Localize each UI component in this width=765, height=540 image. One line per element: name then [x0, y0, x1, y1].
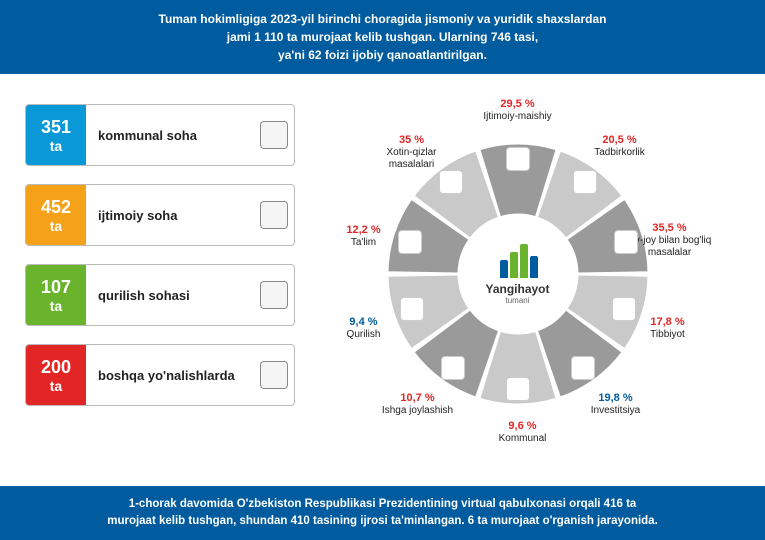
segment-icon — [506, 377, 530, 401]
category-count: 351 ta — [26, 105, 86, 165]
header-line2: jami 1 110 ta murojaat kelib tushgan. Ul… — [30, 28, 735, 46]
category-box: 351 ta kommunal soha — [25, 104, 295, 166]
segment-icon — [614, 230, 638, 254]
donut-area: Yangihayot tumani 29,5 %Ijtimoiy-maishiy… — [295, 104, 740, 444]
segment-icon — [398, 230, 422, 254]
category-box: 107 ta qurilish sohasi — [25, 264, 295, 326]
category-box: 200 ta boshqa yo'nalishlarda — [25, 344, 295, 406]
category-number: 107 — [41, 277, 71, 298]
category-count: 200 ta — [26, 345, 86, 405]
category-suffix: ta — [50, 138, 62, 154]
segment-icon — [441, 356, 465, 380]
logo-icon — [498, 244, 538, 278]
header-line1: Tuman hokimligiga 2023-yil birinchi chor… — [30, 10, 735, 28]
category-label: qurilish sohasi — [86, 265, 254, 325]
segment-icon — [612, 297, 636, 321]
segment-icon — [439, 170, 463, 194]
category-label: ijtimoiy soha — [86, 185, 254, 245]
donut-center: Yangihayot tumani — [458, 214, 578, 334]
category-icon — [254, 265, 294, 325]
category-label: kommunal soha — [86, 105, 254, 165]
category-icon — [254, 345, 294, 405]
category-label: boshqa yo'nalishlarda — [86, 345, 254, 405]
category-icon — [254, 185, 294, 245]
header-banner: Tuman hokimligiga 2023-yil birinchi chor… — [0, 0, 765, 74]
category-count: 107 ta — [26, 265, 86, 325]
segment-icon — [506, 147, 530, 171]
segment-icon — [400, 297, 424, 321]
footer-line2: murojaat kelib tushgan, shundan 410 tasi… — [20, 513, 745, 530]
category-box: 452 ta ijtimoiy soha — [25, 184, 295, 246]
logo-name: Yangihayot — [485, 282, 549, 296]
category-count: 452 ta — [26, 185, 86, 245]
header-line3: ya'ni 62 foizi ijobiy qanoatlantirilgan. — [30, 46, 735, 64]
logo-sub: tumani — [505, 296, 529, 305]
category-list: 351 ta kommunal soha 452 ta ijtimoiy soh… — [25, 104, 295, 444]
footer-line1: 1-chorak davomida O'zbekiston Respublika… — [20, 496, 745, 513]
category-suffix: ta — [50, 218, 62, 234]
category-number: 452 — [41, 197, 71, 218]
content-area: 351 ta kommunal soha 452 ta ijtimoiy soh… — [0, 74, 765, 444]
category-number: 351 — [41, 117, 71, 138]
category-number: 200 — [41, 357, 71, 378]
category-icon — [254, 105, 294, 165]
segment-icon — [571, 356, 595, 380]
donut-chart: Yangihayot tumani 29,5 %Ijtimoiy-maishiy… — [348, 104, 688, 444]
category-suffix: ta — [50, 378, 62, 394]
segment-icon — [573, 170, 597, 194]
category-suffix: ta — [50, 298, 62, 314]
footer-banner: 1-chorak davomida O'zbekiston Respublika… — [0, 486, 765, 540]
